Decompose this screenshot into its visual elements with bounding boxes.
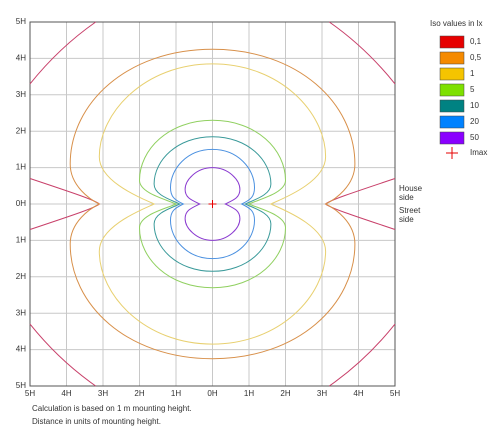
y-tick-label: 2H [16,126,26,135]
legend-swatch [439,35,465,49]
y-tick-label: 4H [16,54,26,63]
y-tick-label: 3H [16,90,26,99]
imax-marker [208,200,217,208]
legend-label: 0,1 [470,37,482,46]
isolux-contour [98,63,327,345]
legend-swatch [439,67,465,81]
street-side-label: Street [399,206,421,215]
legend-title: Iso values in lx [430,19,482,28]
y-tick-label: 4H [16,345,26,354]
isolux-contour [329,21,396,85]
x-tick-label: 3H [317,389,327,398]
legend-label: 50 [470,133,479,142]
isolux-contour [169,148,256,260]
y-tick-label: 0H [16,199,26,208]
x-tick-label: 2H [280,389,290,398]
legend-swatch [439,99,465,113]
y-tick-label: 2H [16,272,26,281]
isolux-contour [138,119,287,289]
footnote: Calculation is based on 1 m mounting hei… [32,404,192,413]
y-tick-label: 5H [16,381,26,390]
legend-label: 0,5 [470,53,482,62]
x-tick-label: 0H [207,389,217,398]
x-tick-label: 5H [390,389,400,398]
legend-label: 1 [470,69,475,78]
legend-swatch [439,131,465,145]
plot-frame [29,21,396,387]
isolux-contour [184,167,241,241]
isolux-contour [153,136,272,272]
x-tick-label: 3H [98,389,108,398]
x-tick-label: 2H [134,389,144,398]
legend-label: 20 [470,117,479,126]
house-side-label: House [399,184,423,193]
isolux-contour [29,323,96,387]
legend-label: 5 [470,85,475,94]
x-tick-label: 1H [171,389,181,398]
isolux-contour [329,323,396,387]
x-tick-label: 1H [244,389,254,398]
legend-swatch [439,115,465,129]
legend-swatch [439,51,465,65]
street-side-label: side [399,215,414,224]
y-tick-label: 1H [16,236,26,245]
legend-imax-label: Imax [470,148,487,157]
isolux-contour [69,48,356,360]
y-tick-label: 1H [16,163,26,172]
x-tick-label: 4H [353,389,363,398]
legend-label: 10 [470,101,479,110]
x-tick-label: 4H [61,389,71,398]
legend-swatch [439,83,465,97]
y-tick-label: 3H [16,308,26,317]
x-tick-label: 5H [25,389,35,398]
house-side-label: side [399,193,414,202]
isolux-contour [29,21,96,85]
footnote: Distance in units of mounting height. [32,417,161,426]
legend-imax-marker [446,147,458,159]
y-tick-label: 5H [16,17,26,26]
